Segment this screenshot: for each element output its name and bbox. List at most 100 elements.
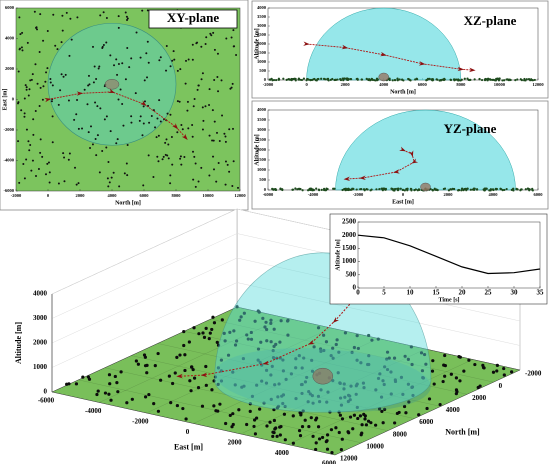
tree [533, 78, 536, 82]
tree [333, 78, 336, 82]
tree [261, 316, 265, 320]
tree [81, 375, 85, 379]
tree [107, 392, 111, 396]
tree [152, 402, 156, 406]
tree [269, 340, 273, 344]
tree [406, 382, 411, 386]
tree [183, 156, 186, 159]
tree [36, 82, 39, 85]
tree [183, 368, 187, 373]
tree [44, 173, 47, 176]
y-tick-label: 1500 [257, 157, 267, 162]
x-axis-label: North [m] [390, 89, 416, 95]
tree [169, 182, 172, 185]
tree [142, 184, 145, 187]
tree [181, 406, 185, 411]
tree [91, 45, 94, 48]
uav-marker [393, 169, 400, 174]
tree [298, 187, 301, 190]
tree [377, 407, 382, 411]
tree [256, 358, 260, 362]
tree [176, 100, 179, 103]
tree [530, 79, 534, 82]
z-tick-label: 3000 [33, 314, 48, 322]
tree [410, 385, 414, 389]
tree [39, 138, 42, 141]
y-tick-label: 10000 [366, 442, 384, 450]
tree [67, 99, 70, 102]
tree [46, 67, 49, 70]
tree [430, 369, 435, 373]
tree [528, 188, 531, 191]
tree [219, 379, 224, 383]
y-tick-label: 0 [12, 97, 15, 102]
tree [383, 188, 387, 191]
tree [215, 180, 218, 183]
tree [417, 413, 421, 417]
tree [329, 353, 333, 358]
tree [192, 150, 195, 153]
tree [294, 396, 298, 401]
tree [311, 189, 314, 192]
uav-marker [332, 316, 339, 323]
x-tick-label: -4000 [85, 407, 102, 415]
tree [231, 127, 234, 130]
x-tick-label: 0 [305, 82, 308, 87]
tree [109, 130, 112, 133]
trajectory [179, 301, 353, 377]
tree [381, 421, 385, 425]
tree [39, 86, 42, 89]
tree [398, 78, 401, 81]
tree [39, 13, 42, 16]
tree [42, 85, 45, 88]
tree [326, 78, 329, 81]
z-tick-label: 2000 [33, 339, 48, 347]
tree [25, 158, 28, 161]
tree [32, 133, 35, 136]
tree [86, 375, 91, 379]
tree [259, 340, 263, 344]
tree [331, 356, 335, 360]
tree [369, 78, 372, 82]
grid-line [78, 379, 362, 444]
tree [271, 434, 275, 439]
tree [204, 42, 207, 45]
tree [472, 188, 476, 192]
tree [355, 334, 359, 338]
tree [204, 383, 208, 387]
tree [30, 78, 33, 81]
y-axis-label: East [m] [2, 89, 8, 111]
tree [278, 340, 282, 344]
tree [183, 353, 187, 357]
tree [335, 338, 339, 342]
tree [271, 430, 275, 434]
tree [411, 393, 415, 398]
tree [454, 78, 457, 81]
tree [385, 367, 390, 372]
y-tick-label: 500 [346, 270, 357, 278]
y-axis-label: North [m] [445, 427, 480, 436]
tree [197, 84, 200, 87]
tree [338, 381, 342, 385]
tree [300, 78, 304, 82]
tree [363, 417, 367, 421]
uav-marker [308, 339, 315, 345]
tree [60, 73, 63, 76]
tree [457, 78, 460, 81]
tree [225, 37, 228, 40]
tree [343, 331, 348, 335]
tree [342, 188, 346, 191]
tree [348, 394, 352, 398]
tree [263, 325, 267, 329]
grid-line [334, 369, 521, 456]
tree [24, 84, 27, 87]
tree [271, 356, 276, 360]
tree [365, 188, 368, 191]
tree [306, 400, 310, 404]
tree [232, 160, 235, 163]
tree [34, 109, 37, 112]
tree [376, 337, 380, 341]
tree [233, 383, 237, 387]
tree [488, 189, 491, 192]
tree [321, 333, 326, 337]
